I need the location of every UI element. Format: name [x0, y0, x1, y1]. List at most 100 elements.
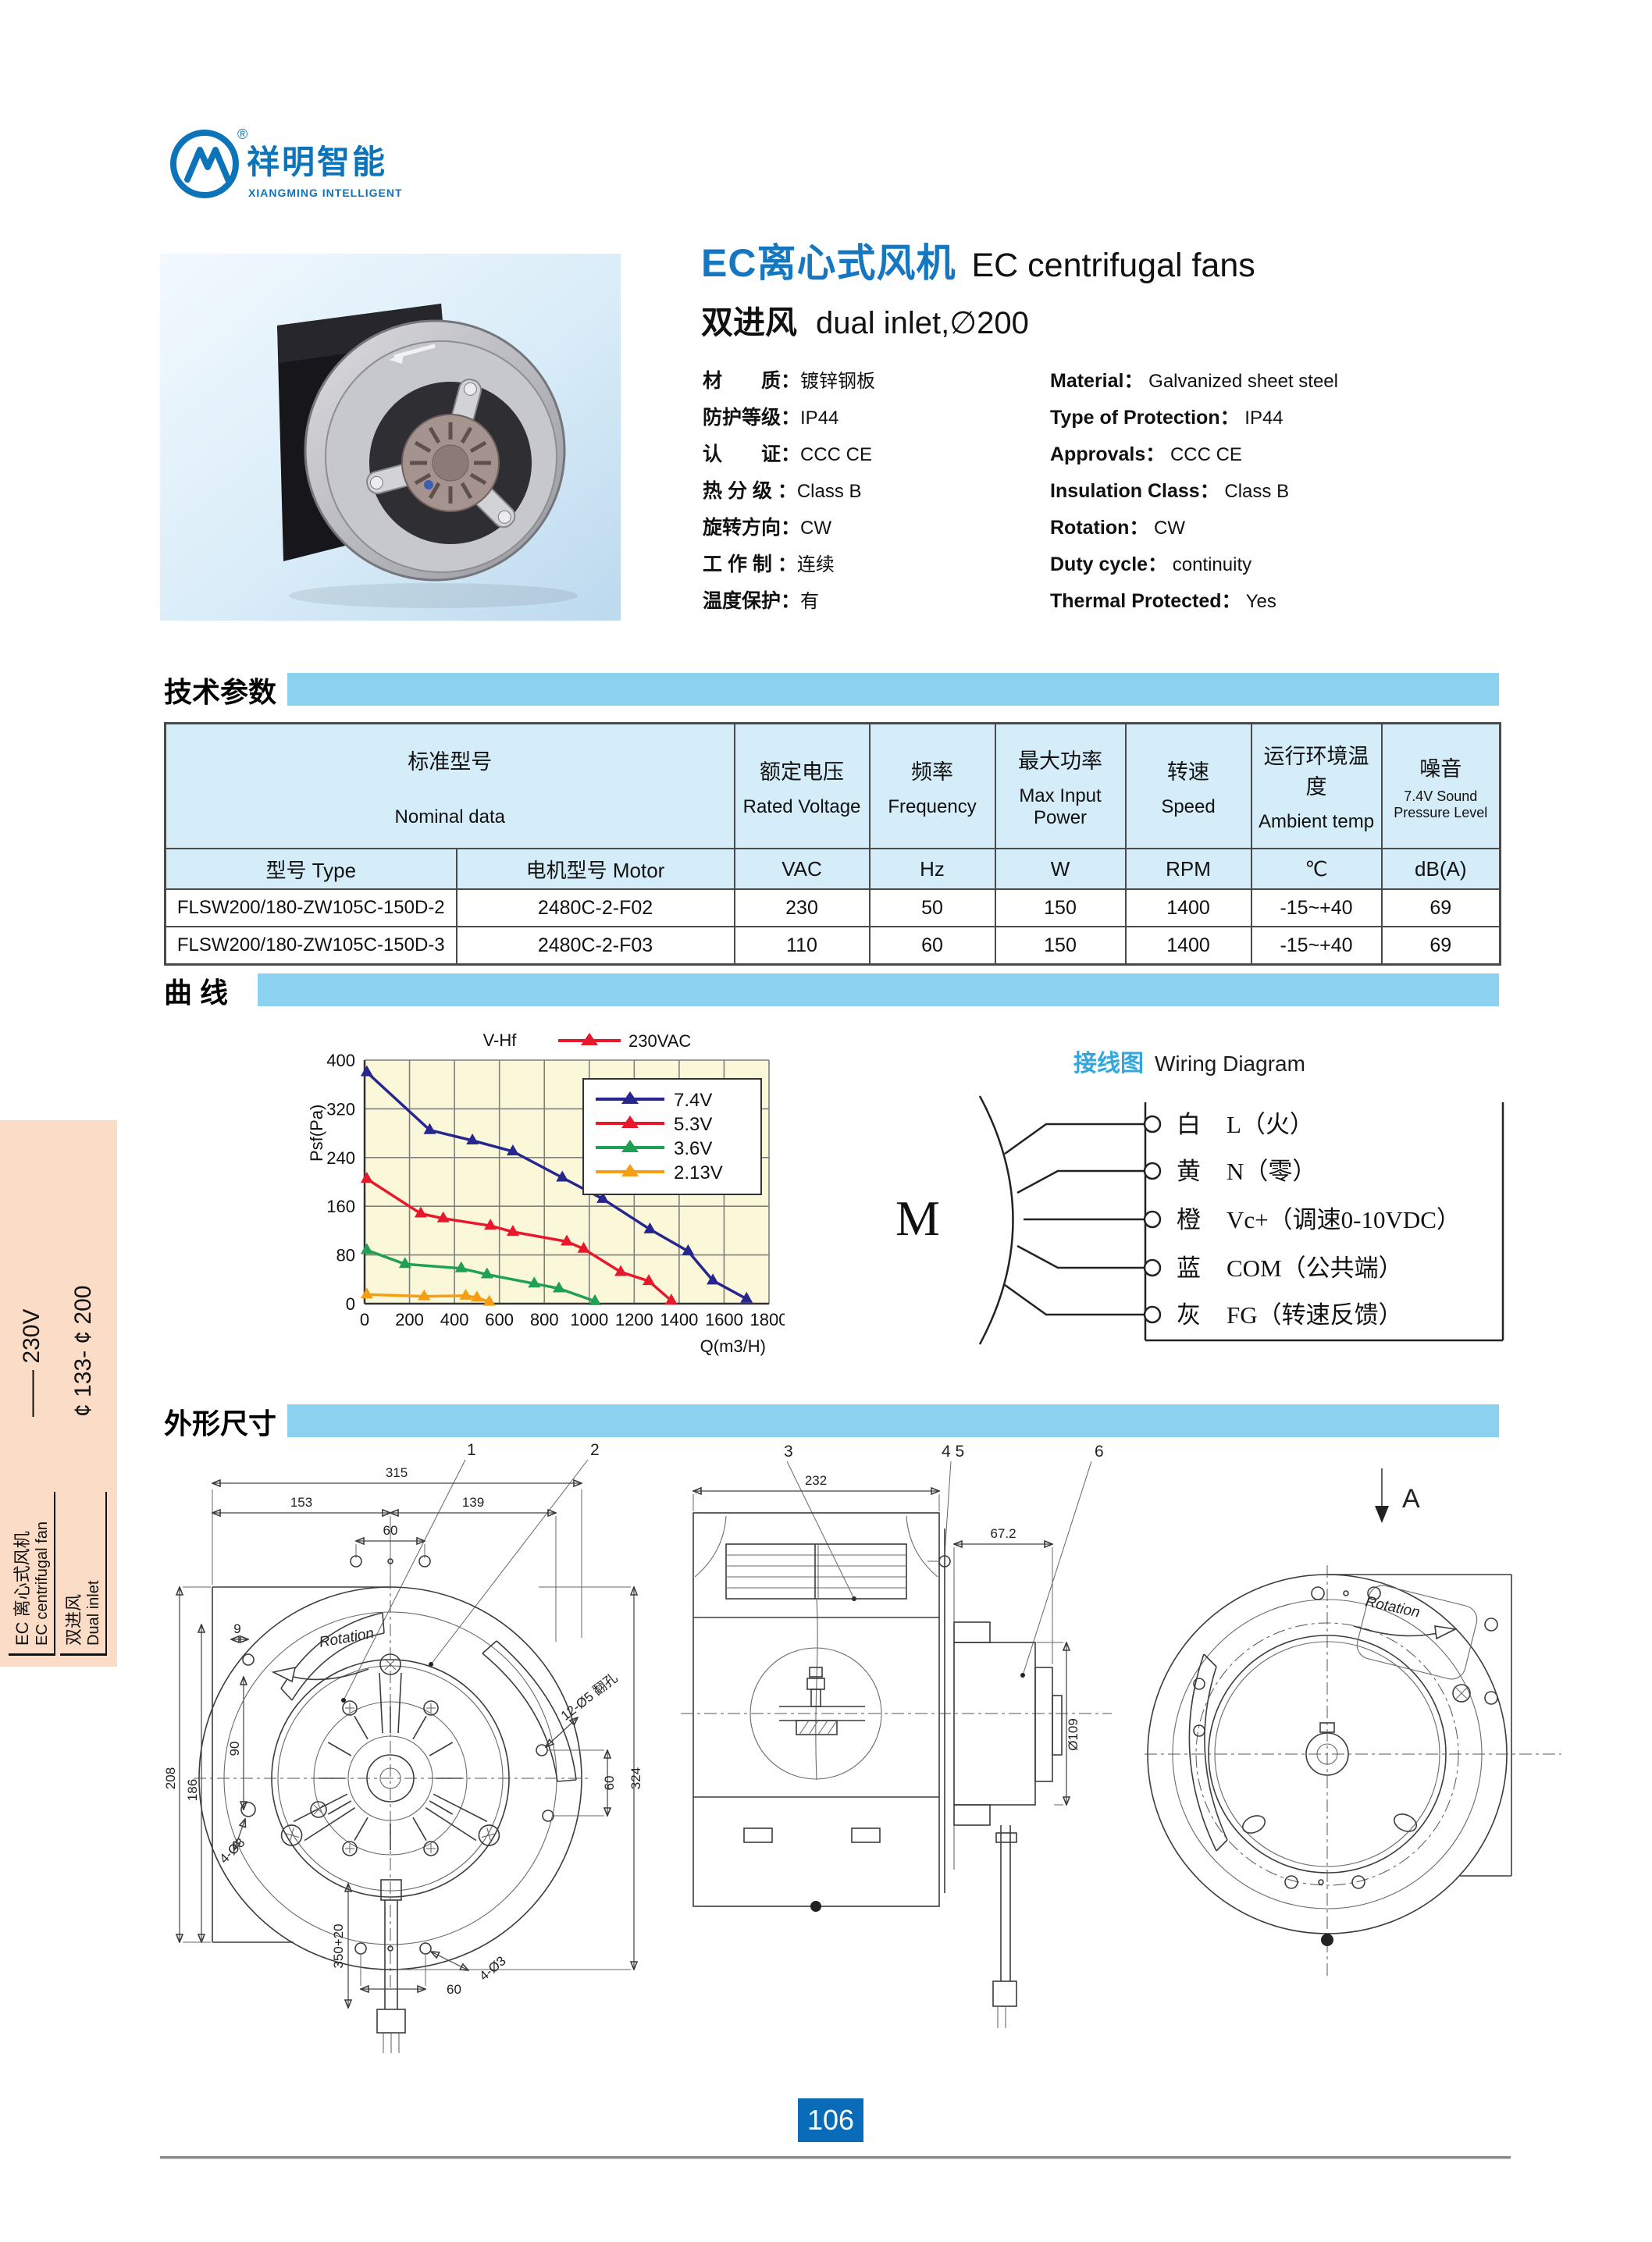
cell-type: FLSW200/180-ZW105C-150D-3 — [164, 926, 458, 966]
col-en: Speed — [1161, 795, 1216, 817]
svg-text:320: 320 — [326, 1099, 355, 1119]
callout-45: 4 5 — [942, 1444, 964, 1461]
svg-text:7.4V: 7.4V — [674, 1090, 712, 1111]
shaft-detail — [779, 1667, 865, 1735]
col-header-frequency: 频率 Frequency — [868, 722, 996, 849]
logo-en-text: XIANGMING INTELLIGENT — [248, 187, 403, 199]
spec-zh-label: 旋转方向： — [703, 517, 801, 539]
spec-en-value: Yes — [1245, 591, 1276, 612]
terminal-icon — [1143, 1210, 1162, 1229]
dim-label-315: 315 — [386, 1465, 408, 1480]
motor-arc — [978, 1095, 1014, 1345]
svg-text:240: 240 — [326, 1148, 355, 1168]
dim-label-4d8: 4-Ø8 — [216, 1835, 247, 1867]
wire-color: 黄 — [1177, 1158, 1201, 1185]
svg-text:1200: 1200 — [615, 1310, 653, 1329]
page-title-en: EC centrifugal fans — [971, 247, 1255, 284]
svg-text:400: 400 — [440, 1310, 469, 1329]
section-title-curve: 曲 线 — [164, 977, 229, 1009]
callout-3: 3 — [784, 1444, 793, 1461]
view-arrow-icon — [1375, 1506, 1389, 1523]
svg-text:Q(m3/H): Q(m3/H) — [700, 1336, 766, 1356]
col-en: Max Input Power — [1019, 785, 1102, 828]
dim-label-153: 153 — [290, 1495, 312, 1510]
logo-zh-text: 祥明智能 — [247, 144, 387, 180]
svg-text:600: 600 — [485, 1310, 514, 1329]
col-zh: 最大功率 — [1018, 749, 1103, 773]
svg-text:Psf(Pa): Psf(Pa) — [307, 1105, 326, 1162]
spec-en-label: Thermal Protected： — [1050, 590, 1241, 612]
parameter-table: 标准型号 Nominal data 额定电压 Rated Voltage 频率 … — [164, 722, 1502, 966]
dim-label-9: 9 — [233, 1621, 240, 1636]
flange-holes — [240, 1555, 554, 1955]
spider-arm — [425, 1793, 500, 1846]
cell-temp: -15~+40 — [1250, 926, 1383, 966]
cell-w: 150 — [994, 888, 1127, 927]
title-block: EC离心式风机 EC centrifugal fans 双进风 dual inl… — [701, 232, 1255, 343]
side-tab-zh: EC 离心式风机 — [12, 1531, 32, 1646]
svg-text:3.6V: 3.6V — [674, 1138, 712, 1159]
callout-6: 6 — [1095, 1444, 1104, 1461]
dim-label-12d5: 12-Ø5 翻孔 — [558, 1671, 620, 1724]
cell-type: FLSW200/180-ZW105C-150D-2 — [164, 888, 458, 927]
subtitle-zh: 双进风 — [701, 304, 797, 340]
col-zh: 运行环境温度 — [1263, 745, 1369, 799]
cell-vac: 110 — [733, 926, 871, 966]
spec-en-label: Insulation Class： — [1050, 480, 1219, 502]
side-tab-en: Dual inlet — [85, 1580, 102, 1646]
mounting-screws — [342, 1700, 439, 1856]
svg-text:V-Hf: V-Hf — [483, 1030, 518, 1050]
spec-zh-value: IP44 — [800, 407, 839, 429]
svg-text:230VAC: 230VAC — [628, 1031, 691, 1051]
spec-row-protection: 防护等级：IP44 Type of Protection： IP44 — [703, 397, 1515, 434]
wire-color: 灰 — [1177, 1301, 1201, 1329]
wire-label: COM（公共端） — [1227, 1254, 1403, 1282]
spec-row-insulation: 热 分 级 ：Class B Insulation Class： Class B — [703, 471, 1515, 507]
spec-en-label: Type of Protection： — [1050, 407, 1240, 429]
svg-text:1800: 1800 — [750, 1310, 785, 1329]
cell-db: 69 — [1380, 888, 1501, 927]
vent-slots — [280, 1612, 577, 1782]
side-tab-value: ¢ 133- ¢ 200 — [70, 1285, 96, 1417]
dim-label-60-right: 60 — [602, 1776, 617, 1791]
wire-label: N（零） — [1227, 1158, 1316, 1185]
terminal-icon — [1143, 1115, 1162, 1133]
col-zh: 额定电压 — [760, 760, 845, 784]
spec-zh-value: 连续 — [796, 554, 835, 575]
unit-rpm: RPM — [1124, 848, 1252, 890]
terminal-icon — [1143, 1305, 1162, 1324]
col-zh: 噪音 — [1419, 756, 1462, 781]
svg-text:0: 0 — [360, 1310, 369, 1329]
subheader-motor: 电机型号 Motor — [455, 848, 735, 890]
spec-en-value: CCC CE — [1170, 444, 1242, 465]
section-title-tech: 技术参数 — [164, 676, 277, 708]
callout-1: 1 — [467, 1443, 476, 1459]
col-en: Rated Voltage — [742, 795, 861, 817]
cell-hz: 60 — [868, 926, 996, 966]
section-bar-curve — [258, 973, 1499, 1006]
side-tab-group-1: EC 离心式风机 EC centrifugal fan —— 230V — [6, 1120, 58, 1667]
unit-hz: Hz — [868, 848, 996, 890]
svg-text:1000: 1000 — [570, 1310, 608, 1329]
col-en: Ambient temp — [1258, 811, 1375, 833]
svg-text:5.3V: 5.3V — [674, 1114, 712, 1135]
subtitle-en: dual inlet,∅200 — [816, 306, 1029, 340]
brand-logo: ® 祥明智能 XIANGMING INTELLIGENT — [170, 126, 403, 199]
spec-zh-value: CCC CE — [800, 444, 873, 465]
svg-text:80: 80 — [336, 1246, 355, 1265]
wire-lines — [1004, 1102, 1504, 1342]
group-header-en: Nominal data — [394, 806, 505, 827]
dim-label-208: 208 — [163, 1767, 178, 1789]
col-en: 7.4V Sound Pressure Level — [1394, 788, 1488, 820]
col-header-power: 最大功率 Max Input Power — [994, 722, 1127, 849]
spec-zh-label: 工 作 制 ： — [703, 553, 797, 575]
table-row: FLSW200/180-ZW105C-150D-3 2480C-2-F03 11… — [164, 926, 1501, 966]
wiring-title-zh: 接线图 — [1073, 1051, 1144, 1077]
cell-db: 69 — [1380, 926, 1501, 966]
page-title-zh: EC离心式风机 — [701, 241, 956, 285]
spec-row-rotation: 旋转方向：CW Rotation： CW — [703, 507, 1515, 544]
dim-label-90: 90 — [227, 1742, 242, 1756]
svg-text:400: 400 — [326, 1051, 355, 1070]
wire-color: 蓝 — [1177, 1254, 1201, 1282]
fan-photo-illustration — [160, 254, 621, 621]
